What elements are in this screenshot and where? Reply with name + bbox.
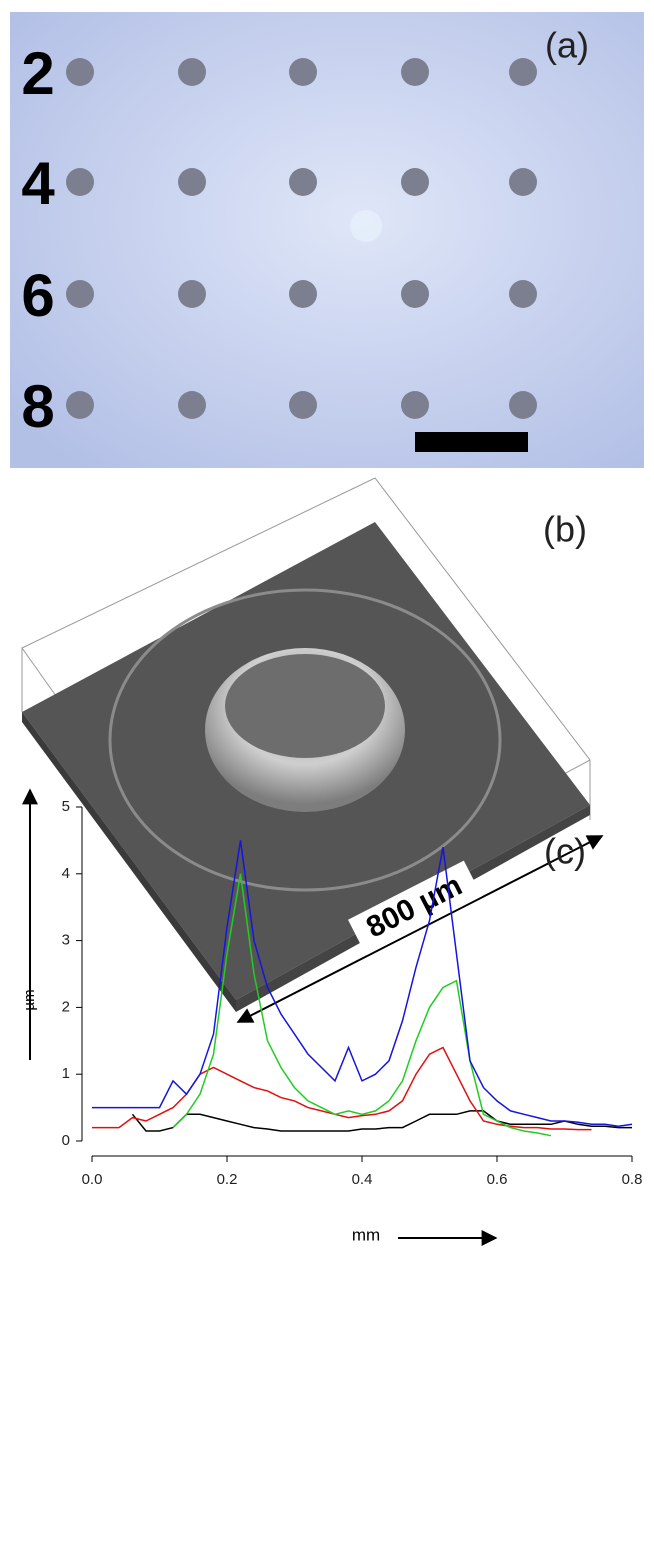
well xyxy=(178,280,206,308)
x-tick-label: 0.4 xyxy=(352,1171,373,1188)
well xyxy=(289,280,317,308)
row-label: 6 xyxy=(21,262,54,329)
well xyxy=(509,391,537,419)
panel-label: (b) xyxy=(543,509,587,550)
bump-crater xyxy=(225,654,385,758)
well xyxy=(178,391,206,419)
y-tick-label: 2 xyxy=(62,998,70,1015)
series-line xyxy=(172,873,552,1137)
panel-label: (c) xyxy=(544,831,586,872)
x-axis-label: mm xyxy=(352,1225,380,1244)
x-tick-label: 0.6 xyxy=(487,1171,508,1188)
well xyxy=(66,280,94,308)
well xyxy=(509,168,537,196)
y-tick-label: 3 xyxy=(62,932,70,949)
photo xyxy=(10,12,644,468)
panel-a: (a) 2 4 6 8 xyxy=(10,12,644,468)
y-tick-label: 1 xyxy=(62,1065,70,1082)
series-line xyxy=(92,840,633,1128)
y-tick-label: 5 xyxy=(62,798,70,815)
well xyxy=(66,58,94,86)
x-tick-label: 0.0 xyxy=(82,1171,103,1188)
y-tick-label: 4 xyxy=(62,865,70,882)
well xyxy=(509,280,537,308)
well xyxy=(289,58,317,86)
well xyxy=(401,391,429,419)
y-axis-label: µm xyxy=(21,989,38,1010)
well xyxy=(66,168,94,196)
well xyxy=(178,168,206,196)
x-tick-label: 0.2 xyxy=(217,1171,238,1188)
well xyxy=(289,391,317,419)
glare xyxy=(350,210,382,242)
well xyxy=(401,280,429,308)
row-label: 4 xyxy=(21,150,55,217)
panel-c: (c) µm mm 0 1 2 3 4 5 0.0 0.2 0.4 0.6 0.8 xyxy=(21,788,643,1246)
well xyxy=(289,168,317,196)
y-tick-label: 0 xyxy=(62,1132,70,1149)
series-line xyxy=(131,1110,632,1132)
panel-label: (a) xyxy=(545,25,589,66)
row-label: 8 xyxy=(21,373,54,440)
series-line xyxy=(92,1046,592,1131)
plate-side xyxy=(22,712,236,1012)
scale-arrow xyxy=(236,835,604,1023)
well xyxy=(509,58,537,86)
well xyxy=(66,391,94,419)
x-tick-label: 0.8 xyxy=(622,1171,643,1188)
label-bg xyxy=(348,860,482,956)
scale-bar xyxy=(415,432,528,452)
wells xyxy=(66,58,537,419)
panel-b: (b) 800 µm xyxy=(21,477,604,1023)
well xyxy=(178,58,206,86)
well xyxy=(401,58,429,86)
well xyxy=(401,168,429,196)
row-label: 2 xyxy=(21,40,54,107)
